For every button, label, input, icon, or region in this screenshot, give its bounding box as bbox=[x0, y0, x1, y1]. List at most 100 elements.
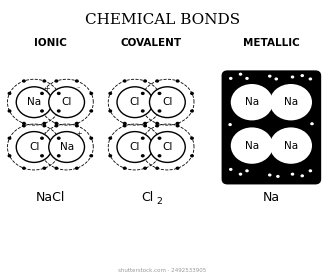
Circle shape bbox=[158, 109, 162, 113]
Circle shape bbox=[158, 92, 162, 95]
Circle shape bbox=[239, 172, 242, 176]
Circle shape bbox=[190, 154, 194, 157]
Circle shape bbox=[176, 122, 179, 125]
Circle shape bbox=[291, 172, 294, 176]
Circle shape bbox=[155, 122, 159, 125]
Text: Cl: Cl bbox=[162, 142, 173, 152]
Circle shape bbox=[7, 109, 11, 113]
Circle shape bbox=[40, 154, 44, 157]
Circle shape bbox=[276, 175, 280, 178]
Circle shape bbox=[229, 168, 233, 171]
Text: Na: Na bbox=[245, 141, 259, 151]
Text: Na: Na bbox=[284, 141, 298, 151]
Circle shape bbox=[57, 109, 61, 113]
Circle shape bbox=[310, 122, 314, 125]
Circle shape bbox=[143, 122, 147, 125]
Circle shape bbox=[89, 137, 93, 140]
Circle shape bbox=[49, 132, 84, 162]
FancyBboxPatch shape bbox=[223, 71, 320, 183]
Text: METALLIC: METALLIC bbox=[243, 38, 300, 48]
Circle shape bbox=[22, 124, 26, 127]
Circle shape bbox=[55, 167, 58, 170]
Text: Cl: Cl bbox=[29, 142, 39, 152]
Circle shape bbox=[231, 127, 273, 164]
Circle shape bbox=[300, 174, 304, 178]
Circle shape bbox=[268, 75, 272, 78]
Circle shape bbox=[155, 79, 159, 83]
Circle shape bbox=[143, 124, 147, 127]
Text: Na: Na bbox=[263, 191, 280, 204]
Circle shape bbox=[274, 78, 278, 81]
Circle shape bbox=[190, 137, 194, 140]
Circle shape bbox=[123, 122, 127, 125]
Circle shape bbox=[141, 92, 145, 95]
Circle shape bbox=[40, 92, 44, 95]
Circle shape bbox=[22, 122, 26, 125]
Circle shape bbox=[22, 167, 26, 170]
Circle shape bbox=[42, 79, 46, 83]
Circle shape bbox=[108, 109, 112, 113]
Circle shape bbox=[143, 167, 147, 170]
Circle shape bbox=[108, 154, 112, 157]
Circle shape bbox=[300, 74, 304, 77]
Circle shape bbox=[42, 122, 46, 125]
Circle shape bbox=[7, 92, 11, 95]
Text: COVALENT: COVALENT bbox=[121, 38, 182, 48]
Circle shape bbox=[245, 169, 249, 172]
Circle shape bbox=[16, 87, 52, 118]
Circle shape bbox=[239, 73, 242, 76]
Circle shape bbox=[143, 79, 147, 83]
Circle shape bbox=[55, 79, 58, 83]
Text: 2: 2 bbox=[156, 197, 162, 206]
Circle shape bbox=[308, 78, 312, 81]
Circle shape bbox=[270, 84, 312, 120]
Text: ⁻: ⁻ bbox=[44, 131, 47, 137]
Text: Na: Na bbox=[245, 97, 259, 107]
Circle shape bbox=[190, 109, 194, 113]
Circle shape bbox=[176, 124, 179, 127]
Circle shape bbox=[268, 173, 272, 177]
Circle shape bbox=[55, 122, 58, 125]
Text: +: + bbox=[44, 86, 49, 92]
Circle shape bbox=[7, 154, 11, 157]
Text: Cl: Cl bbox=[61, 97, 72, 107]
Circle shape bbox=[158, 137, 162, 140]
Circle shape bbox=[245, 77, 249, 80]
Circle shape bbox=[123, 167, 127, 170]
Circle shape bbox=[7, 137, 11, 140]
Circle shape bbox=[229, 77, 233, 80]
Circle shape bbox=[75, 122, 79, 125]
Text: ⁻: ⁻ bbox=[76, 86, 80, 92]
Circle shape bbox=[123, 79, 127, 83]
Circle shape bbox=[42, 124, 46, 127]
Circle shape bbox=[176, 79, 179, 83]
Circle shape bbox=[190, 92, 194, 95]
Circle shape bbox=[57, 92, 61, 95]
Circle shape bbox=[75, 79, 79, 83]
Circle shape bbox=[158, 154, 162, 157]
Circle shape bbox=[89, 154, 93, 157]
Circle shape bbox=[108, 92, 112, 95]
Circle shape bbox=[228, 123, 232, 126]
Text: NaCl: NaCl bbox=[36, 191, 65, 204]
Circle shape bbox=[57, 154, 61, 157]
Circle shape bbox=[22, 79, 26, 83]
Circle shape bbox=[89, 92, 93, 95]
Text: IONIC: IONIC bbox=[34, 38, 67, 48]
Text: Na: Na bbox=[59, 142, 74, 152]
Text: Cl: Cl bbox=[142, 191, 154, 204]
Circle shape bbox=[117, 132, 153, 162]
Circle shape bbox=[75, 124, 79, 127]
Circle shape bbox=[75, 167, 79, 170]
Text: Cl: Cl bbox=[130, 97, 140, 107]
Circle shape bbox=[49, 87, 84, 118]
Circle shape bbox=[123, 124, 127, 127]
Circle shape bbox=[176, 167, 179, 170]
Circle shape bbox=[89, 109, 93, 113]
Circle shape bbox=[231, 84, 273, 120]
Circle shape bbox=[291, 76, 294, 78]
Circle shape bbox=[155, 124, 159, 127]
Circle shape bbox=[42, 167, 46, 170]
Circle shape bbox=[40, 109, 44, 113]
Text: Na: Na bbox=[27, 97, 41, 107]
